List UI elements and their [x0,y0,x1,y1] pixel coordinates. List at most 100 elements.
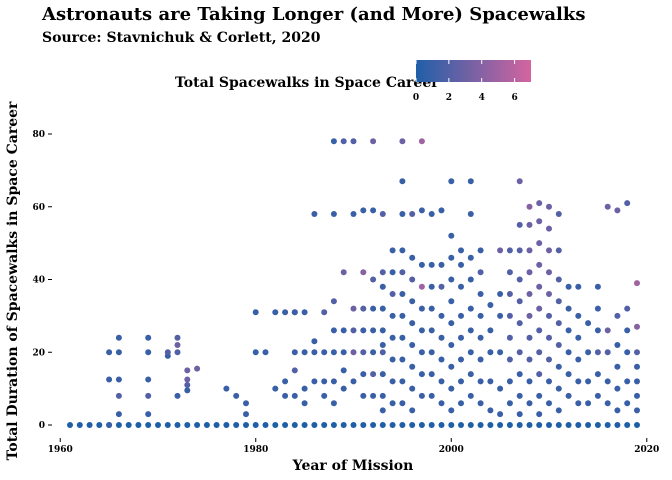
data-point [233,422,240,428]
data-point [624,400,631,407]
data-point [291,422,298,428]
data-point [594,283,601,290]
data-point [467,327,474,334]
data-point [360,207,367,214]
y-tick-label: 80 [32,130,45,140]
data-point [350,349,357,356]
data-point [223,422,230,428]
y-tick-label: 60 [32,203,45,213]
data-point [536,283,543,290]
y-axis-title: Total Duration of Spacewalks in Space Ca… [5,101,21,460]
data-point [135,422,142,428]
data-point [536,371,543,378]
data-point [604,349,611,356]
data-point [565,349,572,356]
data-point [409,320,416,327]
data-point [370,207,377,214]
data-point [418,207,425,214]
data-point [506,291,513,297]
data-point [448,385,455,392]
data-point [399,400,406,407]
data-point [350,422,357,428]
data-point [448,320,455,327]
data-point [379,211,386,217]
data-point [291,392,298,399]
data-point [565,327,572,334]
legend-tick-label: 6 [511,93,517,103]
data-point [164,349,171,356]
data-point [370,138,377,145]
data-point [272,385,279,392]
data-point [340,385,347,392]
data-point [330,400,337,407]
data-point [418,261,425,268]
data-point [614,422,621,428]
data-point [458,400,464,407]
data-point [330,298,337,305]
data-point [526,269,533,276]
data-point [115,392,122,399]
x-tick-label: 2020 [634,445,659,455]
data-point [546,269,552,276]
data-point [448,276,455,283]
data-point [330,349,337,356]
data-point [330,378,337,385]
data-point [555,211,562,217]
data-point [516,392,523,399]
data-point [506,400,513,407]
data-point [389,291,396,297]
data-point [145,392,152,399]
data-point [565,392,572,399]
data-point [506,334,513,341]
data-point [536,218,543,225]
data-point [546,291,552,297]
data-point [467,276,474,283]
data-point [399,356,406,363]
chart-subtitle: Source: Stavnichuk & Corlett, 2020 [42,30,321,46]
data-point [634,407,640,414]
data-point [106,422,113,428]
data-point [448,254,455,261]
data-point [370,305,377,312]
data-point [106,376,113,383]
data-point [634,363,640,370]
x-tick-label: 1960 [48,445,73,455]
data-point [614,342,621,348]
data-point [418,422,425,428]
data-point [125,422,132,428]
data-point [448,298,455,305]
data-point [546,247,552,254]
data-point [311,422,318,428]
data-point [272,309,279,316]
data-point [448,232,455,239]
data-point [379,392,386,399]
data-point [399,138,406,145]
data-point [458,356,464,363]
data-point [438,422,445,428]
data-point [526,356,533,363]
data-point [546,312,552,319]
data-point [438,378,445,385]
data-point [360,349,367,356]
data-point [458,422,464,428]
data-point [370,392,377,399]
data-point [389,334,396,341]
data-point [145,376,152,383]
data-point [409,342,416,348]
data-point [379,407,386,414]
data-point [575,283,582,290]
data-point [115,334,122,341]
data-point [585,320,592,327]
data-point [389,247,396,254]
data-point [330,327,337,334]
data-point [634,280,640,287]
data-point [282,392,289,399]
data-point [340,367,347,374]
data-point [282,422,289,428]
data-point [360,422,367,428]
data-point [458,261,464,268]
data-point [409,298,416,305]
data-point [213,422,220,428]
data-point [634,422,640,428]
data-point [428,327,435,334]
